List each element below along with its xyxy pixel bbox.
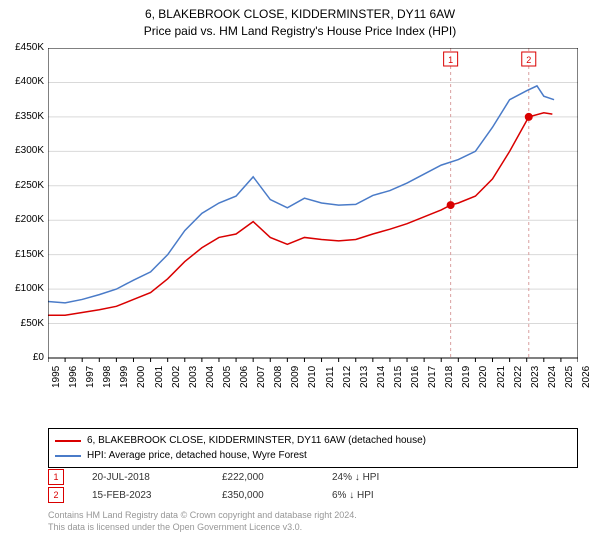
legend-label-red: 6, BLAKEBROOK CLOSE, KIDDERMINSTER, DY11… (87, 433, 426, 448)
xtick-label: 2021 (496, 366, 507, 388)
ytick-label: £50K (0, 318, 44, 329)
event-pct-2: 6% ↓ HPI (332, 490, 442, 501)
xtick-label: 2017 (427, 366, 438, 388)
ytick-label: £350K (0, 111, 44, 122)
xtick-label: 2014 (376, 366, 387, 388)
legend-box: 6, BLAKEBROOK CLOSE, KIDDERMINSTER, DY11… (48, 428, 578, 468)
xtick-label: 2002 (171, 366, 182, 388)
xtick-label: 1996 (68, 366, 79, 388)
xtick-label: 2016 (410, 366, 421, 388)
event-table: 1 20-JUL-2018 £222,000 24% ↓ HPI 2 15-FE… (48, 468, 442, 504)
event-badge-2: 2 (48, 487, 64, 503)
xtick-label: 2007 (256, 366, 267, 388)
footer-note: Contains HM Land Registry data © Crown c… (48, 510, 357, 533)
ytick-label: £0 (0, 352, 44, 363)
xtick-label: 2013 (359, 366, 370, 388)
xtick-label: 2015 (393, 366, 404, 388)
event-pct-1: 24% ↓ HPI (332, 472, 442, 483)
xtick-label: 1998 (102, 366, 113, 388)
event-row-1: 1 20-JUL-2018 £222,000 24% ↓ HPI (48, 468, 442, 486)
footer-line-2: This data is licensed under the Open Gov… (48, 522, 357, 534)
xtick-label: 2012 (342, 366, 353, 388)
line-chart: 12 (48, 48, 578, 388)
event-price-2: £350,000 (222, 490, 332, 501)
xtick-label: 2025 (564, 366, 575, 388)
xtick-label: 2022 (513, 366, 524, 388)
title-block: 6, BLAKEBROOK CLOSE, KIDDERMINSTER, DY11… (0, 0, 600, 40)
xtick-label: 2018 (444, 366, 455, 388)
xtick-label: 2009 (290, 366, 301, 388)
legend-swatch-blue (55, 455, 81, 457)
footer-line-1: Contains HM Land Registry data © Crown c… (48, 510, 357, 522)
title-line-1: 6, BLAKEBROOK CLOSE, KIDDERMINSTER, DY11… (0, 6, 600, 23)
event-badge-1: 1 (48, 469, 64, 485)
xtick-label: 2005 (222, 366, 233, 388)
ytick-label: £250K (0, 180, 44, 191)
legend-label-blue: HPI: Average price, detached house, Wyre… (87, 448, 307, 463)
ytick-label: £100K (0, 283, 44, 294)
svg-text:2: 2 (526, 55, 531, 65)
event-row-2: 2 15-FEB-2023 £350,000 6% ↓ HPI (48, 486, 442, 504)
svg-text:1: 1 (448, 55, 453, 65)
xtick-label: 2024 (547, 366, 558, 388)
event-date-1: 20-JUL-2018 (92, 472, 222, 483)
xtick-label: 2003 (188, 366, 199, 388)
event-date-2: 15-FEB-2023 (92, 490, 222, 501)
xtick-label: 1997 (85, 366, 96, 388)
event-price-1: £222,000 (222, 472, 332, 483)
xtick-label: 2011 (325, 366, 336, 388)
legend-row-red: 6, BLAKEBROOK CLOSE, KIDDERMINSTER, DY11… (55, 433, 571, 448)
xtick-label: 2008 (273, 366, 284, 388)
xtick-label: 1995 (51, 366, 62, 388)
title-line-2: Price paid vs. HM Land Registry's House … (0, 23, 600, 40)
ytick-label: £450K (0, 42, 44, 53)
legend-swatch-red (55, 440, 81, 442)
xtick-label: 2000 (136, 366, 147, 388)
chart-container: 6, BLAKEBROOK CLOSE, KIDDERMINSTER, DY11… (0, 0, 600, 560)
xtick-label: 1999 (119, 366, 130, 388)
ytick-label: £400K (0, 76, 44, 87)
ytick-label: £150K (0, 249, 44, 260)
xtick-label: 2004 (205, 366, 216, 388)
ytick-label: £300K (0, 145, 44, 156)
xtick-label: 2023 (530, 366, 541, 388)
xtick-label: 2019 (461, 366, 472, 388)
xtick-label: 2026 (581, 366, 592, 388)
xtick-label: 2006 (239, 366, 250, 388)
xtick-label: 2001 (154, 366, 165, 388)
legend-row-blue: HPI: Average price, detached house, Wyre… (55, 448, 571, 463)
xtick-label: 2010 (307, 366, 318, 388)
ytick-label: £200K (0, 214, 44, 225)
xtick-label: 2020 (478, 366, 489, 388)
